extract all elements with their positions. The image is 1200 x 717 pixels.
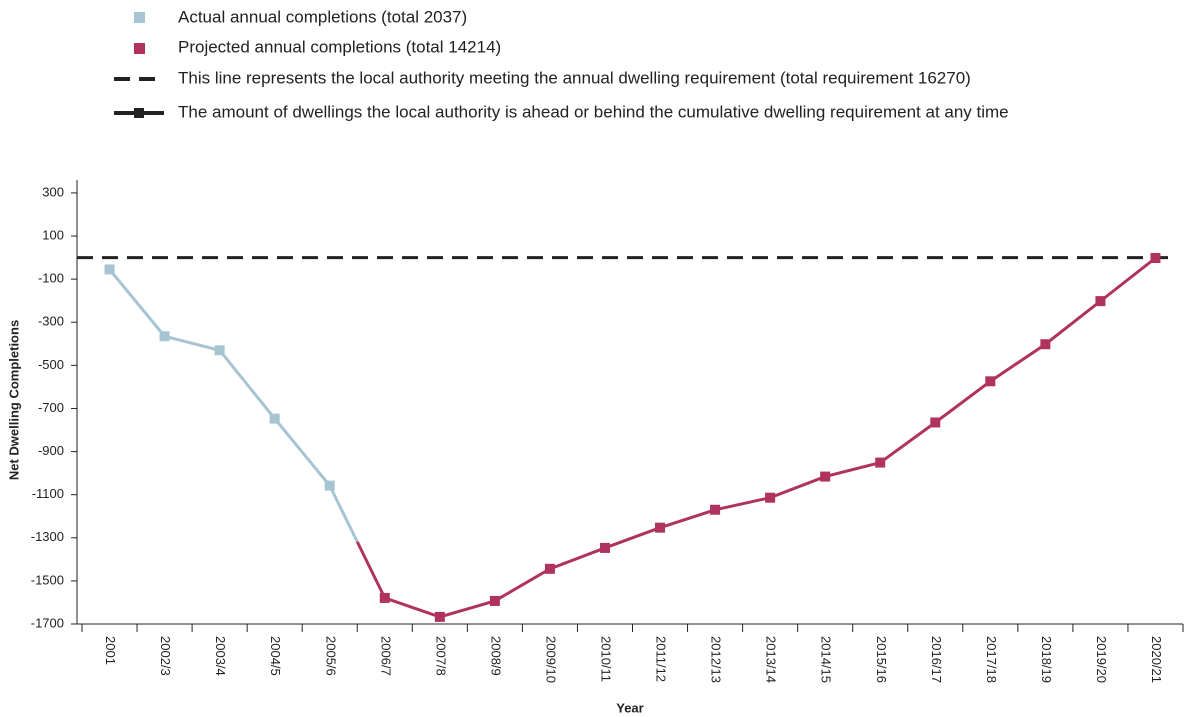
point: [875, 457, 886, 468]
x-tick-label: 2018/19: [1039, 636, 1054, 683]
y-tick-label: -1500: [31, 572, 64, 587]
point: [1095, 296, 1106, 307]
series-line: [108, 268, 331, 487]
legend-marker: [134, 108, 144, 118]
x-tick-label: 2017/18: [984, 636, 999, 683]
point: [379, 592, 390, 603]
y-tick-label: -500: [38, 357, 64, 372]
x-tick-label: 2014/15: [819, 636, 834, 683]
point: [159, 331, 170, 342]
point: [765, 492, 776, 503]
y-tick-label: 300: [42, 184, 64, 199]
x-tick-label: 2011/12: [654, 636, 669, 682]
legend-label: This line represents the local authority…: [178, 68, 971, 87]
y-tick-label: -900: [38, 443, 64, 458]
x-tick-label: 2012/13: [709, 636, 724, 683]
x-tick-label: 2020/21: [1149, 636, 1164, 683]
y-tick-label: -700: [38, 400, 64, 415]
x-tick-label: 2001: [103, 636, 118, 665]
point: [434, 611, 445, 622]
point: [985, 376, 996, 387]
x-axis-label: Year: [616, 700, 643, 715]
series-line: [384, 256, 1157, 619]
point: [104, 264, 115, 275]
legend-swatch: [134, 43, 145, 54]
point: [655, 522, 666, 533]
point: [489, 595, 500, 606]
legend-label: The amount of dwellings the local author…: [178, 102, 1009, 121]
point: [1040, 339, 1051, 350]
x-tick-label: 2016/17: [929, 636, 944, 683]
legend-label: Projected annual completions (total 1421…: [178, 37, 501, 56]
point: [930, 417, 941, 428]
point: [820, 471, 831, 482]
x-tick-label: 2004/5: [268, 636, 283, 676]
x-tick-label: 2009/10: [543, 636, 558, 683]
y-tick-label: -1300: [31, 529, 64, 544]
y-tick-label: -300: [38, 314, 64, 329]
x-tick-label: 2003/4: [213, 636, 228, 676]
y-tick-label: -1700: [31, 615, 64, 630]
y-tick-label: -100: [38, 271, 64, 286]
legend-swatch: [134, 12, 145, 23]
x-tick-label: 2002/3: [158, 636, 173, 676]
y-tick-label: 100: [42, 227, 64, 242]
x-tick-label: 2008/9: [488, 636, 503, 676]
point: [324, 480, 335, 491]
x-tick-label: 2013/14: [764, 636, 779, 683]
x-tick-label: 2015/16: [874, 636, 889, 683]
y-tick-label: -1100: [32, 486, 64, 501]
y-axis-label: Net Dwelling Completions: [6, 320, 21, 480]
point: [1150, 253, 1161, 264]
x-tick-label: 2006/7: [378, 636, 393, 676]
connector: [355, 541, 387, 599]
x-tick-label: 2005/6: [323, 636, 338, 676]
point: [269, 413, 280, 424]
x-tick-label: 2007/8: [433, 636, 448, 676]
x-tick-label: 2010/11: [599, 636, 614, 682]
legend-label: Actual annual completions (total 2037): [178, 7, 467, 26]
point: [599, 542, 610, 553]
point: [710, 504, 721, 515]
point: [214, 345, 225, 356]
x-tick-label: 2019/20: [1094, 636, 1109, 683]
connector: [328, 484, 359, 543]
point: [544, 563, 555, 574]
